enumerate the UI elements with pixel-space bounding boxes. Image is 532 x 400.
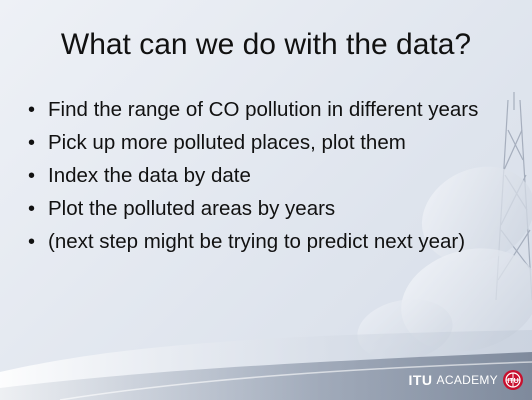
bullet-text: Index the data by date xyxy=(48,164,251,187)
itu-academy-branding: ITU ACADEMY ITU xyxy=(408,369,524,391)
bullet-text: Plot the polluted areas by years xyxy=(48,197,335,220)
bullet-marker: • xyxy=(28,196,35,222)
bullet-item: • Pick up more polluted places, plot the… xyxy=(26,130,506,156)
bullet-item: • Index the data by date xyxy=(26,163,506,189)
bullet-marker: • xyxy=(28,229,35,255)
svg-text:ITU: ITU xyxy=(507,378,518,385)
bullet-text: (next step might be trying to predict ne… xyxy=(48,230,465,253)
brand-academy-text: ACADEMY xyxy=(437,373,498,387)
bullet-item: • Plot the polluted areas by years xyxy=(26,196,506,222)
bullet-list: • Find the range of CO pollution in diff… xyxy=(26,97,506,262)
brand-itu-text: ITU xyxy=(408,372,432,388)
bullet-marker: • xyxy=(28,163,35,189)
bullet-text: Pick up more polluted places, plot them xyxy=(48,131,406,154)
bullet-marker: • xyxy=(28,97,35,123)
slide-title: What can we do with the data? xyxy=(0,26,532,64)
bullet-text: Find the range of CO pollution in differ… xyxy=(48,98,478,121)
bullet-marker: • xyxy=(28,130,35,156)
itu-globe-logo-icon: ITU xyxy=(502,369,524,391)
bullet-item: • Find the range of CO pollution in diff… xyxy=(26,97,506,123)
bullet-item: • (next step might be trying to predict … xyxy=(26,229,506,255)
